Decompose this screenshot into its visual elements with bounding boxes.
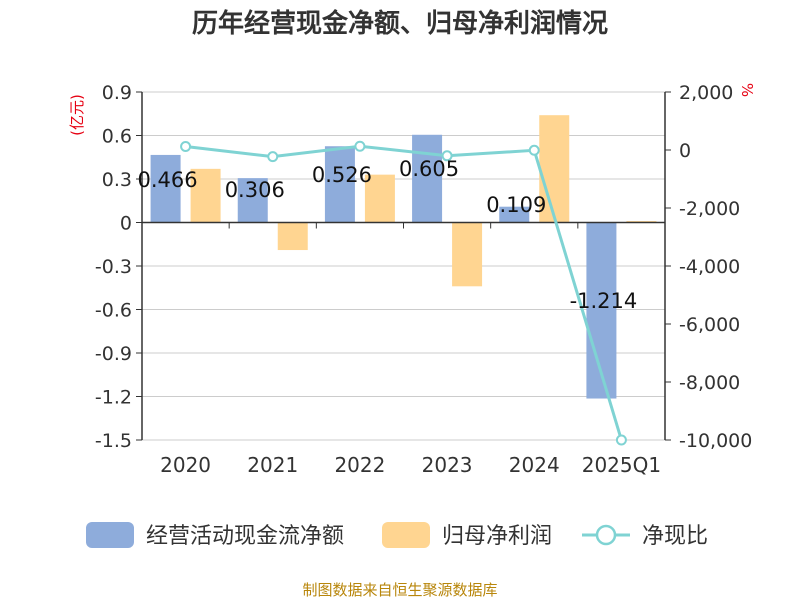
- category-label: 2022: [334, 453, 385, 477]
- bar-cash-flow: [499, 206, 530, 223]
- right-axis-unit: %: [738, 83, 756, 97]
- legend-swatch-ratio-marker: [595, 524, 617, 546]
- data-label-cash-flow: 0.306: [225, 178, 285, 202]
- chart-title: 历年经营现金净额、归母净利润情况: [192, 8, 608, 39]
- legend-label-cash-flow: 经营活动现金流净额: [146, 524, 344, 549]
- data-labels: 0.466 0.306 0.526 0.605 0.109 -1.214: [138, 157, 638, 313]
- axes: 0.9 0.6 0.3 0 -0.3 -0.6 -0.9 -1.2 -1.5 2,000 0 -2,0…: [95, 82, 752, 477]
- right-axis-tick-label: -10,000: [679, 430, 752, 452]
- legend-swatch-cash-flow: [86, 522, 134, 548]
- source-note: 制图数据来自恒生聚源数据库: [302, 581, 497, 599]
- ratio-point: [615, 434, 627, 446]
- ratio-point: [267, 151, 279, 163]
- left-axis-tick-label: 0: [120, 213, 132, 235]
- right-axis-tick-label: -6,000: [679, 314, 740, 336]
- legend-label-ratio: 净现比: [642, 524, 708, 549]
- ratio-point: [441, 150, 453, 162]
- legend: 经营活动现金流净额 归母净利润 净现比: [86, 522, 708, 549]
- bar-net-profit: [277, 222, 308, 251]
- right-axis-tick-label: 2,000: [679, 82, 733, 104]
- left-axis-tick-label: 0.3: [102, 169, 132, 191]
- legend-swatch-net-profit: [382, 522, 430, 548]
- ratio-line: [180, 140, 627, 446]
- right-axis-tick-label: 0: [679, 140, 691, 162]
- right-axis-tick-label: -2,000: [679, 198, 740, 220]
- bar-net-profit: [364, 174, 395, 223]
- bar-net-profit: [190, 168, 221, 223]
- left-axis-unit: (亿元): [68, 94, 86, 136]
- left-axis-tick-label: 0.9: [102, 82, 132, 104]
- bar-cash-flow: [237, 178, 268, 223]
- category-label: 2023: [422, 453, 473, 477]
- data-label-cash-flow: 0.466: [138, 168, 198, 192]
- ratio-point: [180, 141, 192, 153]
- data-label-cash-flow: 0.526: [312, 163, 372, 187]
- left-axis-tick-label: -1.2: [95, 387, 132, 409]
- category-label: 2024: [509, 453, 560, 477]
- data-label-cash-flow: 0.605: [399, 157, 459, 181]
- ratio-line-path: [185, 144, 623, 441]
- left-axis-tick-label: -0.9: [95, 343, 132, 365]
- data-label-cash-flow: 0.109: [486, 193, 546, 217]
- ratio-point: [354, 140, 366, 152]
- bar-cash-flow: [150, 154, 181, 223]
- left-axis-tick-label: -0.3: [95, 256, 132, 278]
- right-axis-tick-label: -8,000: [679, 372, 740, 394]
- bar-cash-flow: [412, 134, 443, 223]
- left-axis-tick-label: 0.6: [102, 126, 132, 148]
- category-label: 2020: [160, 453, 211, 477]
- right-axis-tick-label: -4,000: [679, 256, 740, 278]
- legend-label-net-profit: 归母净利润: [442, 524, 552, 549]
- bar-cash-flow: [324, 146, 355, 223]
- data-label-cash-flow: -1.214: [570, 289, 638, 313]
- left-axis-tick-label: -1.5: [95, 430, 132, 452]
- left-axis-tick-label: -0.6: [95, 300, 132, 322]
- category-label: 2021: [247, 453, 298, 477]
- bar-net-profit: [452, 222, 483, 287]
- bar-net-profit: [539, 115, 570, 223]
- category-label: 2025Q1: [582, 453, 661, 477]
- ratio-point: [528, 144, 540, 156]
